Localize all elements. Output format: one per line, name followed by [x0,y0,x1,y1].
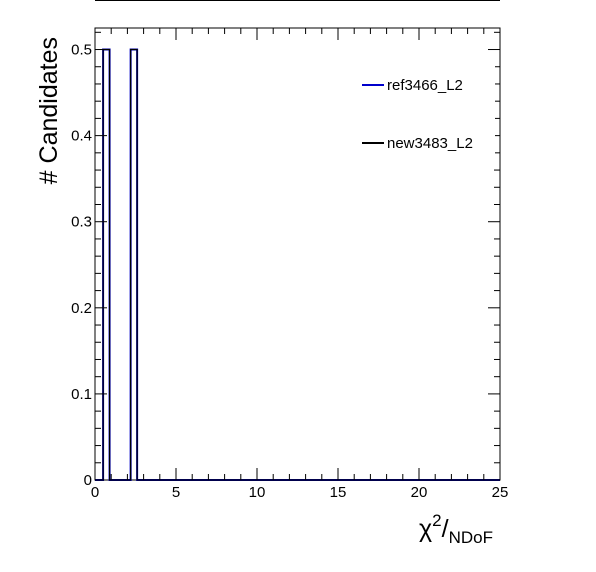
y-tick-label: 0.4 [71,128,92,145]
x-axis-title-symbol: χ [419,515,432,543]
x-axis-title-slash: / [442,515,449,543]
y-tick-label: 0 [84,472,92,489]
x-tick-label: 0 [91,484,99,501]
legend-box [357,66,495,167]
x-axis-title: χ2/NDoF [419,511,493,547]
y-axis-title: # Candidates [35,37,63,184]
y-tick-label: 0.1 [71,386,92,403]
x-tick-label: 20 [411,484,428,501]
x-tick-label: 10 [249,484,266,501]
histogram-layer [95,48,500,481]
y-tick-label: 0.3 [71,214,92,231]
tick-labels: 0 5 10 15 20 25 0 0.1 0.2 0.3 0.4 0.5 [71,42,508,501]
y-tick-label: 0.5 [71,42,92,59]
legend: ref3466_L2 new3483_L2 [357,66,495,167]
x-tick-label: 25 [492,484,509,501]
y-tick-label: 0.2 [71,300,92,317]
legend-label: ref3466_L2 [387,77,463,94]
series-line-new3483_L2 [95,48,500,481]
x-tick-label: 15 [330,484,347,501]
x-tick-label: 5 [172,484,180,501]
x-axis-title-subscript: NDoF [449,528,493,547]
legend-label: new3483_L2 [387,135,473,152]
x-axis-title-superscript: 2 [432,511,441,530]
